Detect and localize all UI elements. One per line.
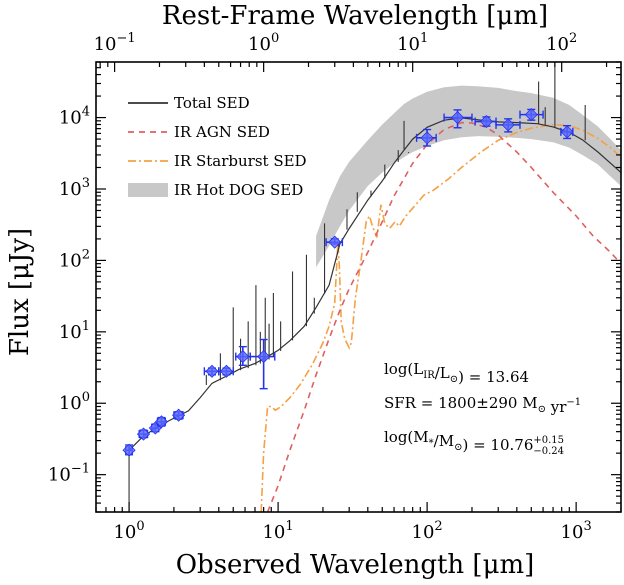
- annotation-0: log(LIR/L⊙) = 13.64: [384, 360, 529, 386]
- y-tick-label-0: 10−1: [48, 462, 90, 486]
- diamond-marker: [257, 350, 271, 364]
- legend-label: IR Hot DOG SED: [174, 181, 303, 199]
- hot-dog-band-layer: [316, 85, 621, 268]
- photometry-point-1: [136, 427, 151, 441]
- diamond-marker: [205, 364, 219, 378]
- diamond-marker: [172, 408, 186, 422]
- diamond-marker: [122, 443, 136, 457]
- y-tick-label-4: 103: [59, 176, 90, 200]
- diamond-marker: [479, 114, 493, 129]
- diamond-marker: [236, 350, 250, 364]
- x2-tick-label-0: 10−1: [94, 31, 136, 55]
- legend-label: IR AGN SED: [174, 123, 270, 141]
- legend-item-ir-agn-sed: IR AGN SED: [128, 123, 270, 141]
- diamond-marker: [501, 118, 515, 132]
- legend-swatch: [128, 183, 168, 197]
- x-tick-label-0: 100: [113, 519, 144, 543]
- diamond-marker: [524, 108, 538, 122]
- annotations: log(LIR/L⊙) = 13.64 SFR = 1800±290 M⊙ yr−…: [384, 360, 581, 457]
- photometry-point-8: [249, 338, 276, 390]
- legend: Total SED IR AGN SED IR Starburst SED IR Ho…: [128, 94, 307, 199]
- x-axis-title: Observed Wavelength [μm]: [176, 550, 535, 580]
- legend-item-ir-starburst-sed: IR Starburst SED: [128, 152, 307, 170]
- photometry-point-15: [560, 124, 574, 140]
- y-tick-label-1: 100: [59, 390, 90, 414]
- y-tick-label-3: 102: [59, 247, 90, 271]
- x-tick-label-2: 102: [412, 519, 443, 543]
- photometry-point-0: [122, 443, 136, 457]
- legend-label: IR Starburst SED: [174, 152, 307, 170]
- photometry-point-13: [495, 118, 521, 133]
- legend-label: Total SED: [174, 94, 250, 112]
- photometry-point-10: [415, 128, 437, 147]
- x2-tick-label-2: 101: [397, 31, 428, 55]
- photometry-point-14: [519, 108, 544, 122]
- diamond-marker: [328, 235, 342, 249]
- x-tick-label-1: 101: [262, 519, 293, 543]
- diamond-marker: [219, 364, 233, 378]
- photometry-point-4: [172, 408, 186, 422]
- y-tick-label-2: 101: [59, 319, 90, 343]
- total-sed-line: [128, 117, 621, 451]
- sed-lines-layer: [128, 62, 621, 512]
- ir-agn-sed-line: [266, 121, 621, 512]
- photometry-point-5: [203, 364, 220, 378]
- hot-dog-sed-band: [316, 85, 621, 268]
- y-tick-label-5: 104: [59, 105, 90, 129]
- diamond-marker: [154, 415, 169, 429]
- x2-tick-label-1: 100: [248, 31, 279, 55]
- photometry-point-7: [235, 345, 251, 366]
- legend-item-total-sed: Total SED: [128, 94, 250, 112]
- photometry-points-layer: [122, 108, 574, 457]
- x2-axis-title: Rest-Frame Wavelength [μm]: [162, 1, 548, 31]
- ir-starburst-sed-line: [260, 123, 621, 512]
- axis-ticks-layer: 100 101 102 103 10−1 100 101 102 10−1 100 101 102 10…: [48, 31, 622, 543]
- diamond-marker: [560, 125, 574, 139]
- plot-frame: [95, 61, 622, 513]
- diamond-marker: [136, 427, 151, 441]
- x-tick-label-3: 103: [561, 519, 592, 543]
- diamond-marker: [420, 131, 434, 145]
- x2-tick-label-3: 102: [546, 31, 577, 55]
- photometry-point-12: [474, 114, 497, 129]
- legend-item-ir-hot-dog-sed: IR Hot DOG SED: [128, 181, 303, 199]
- annotation-1: SFR = 1800±290 M⊙ yr−1: [384, 394, 581, 416]
- y-axis-title: Flux [μJy]: [5, 228, 35, 356]
- photometry-point-3: [154, 415, 169, 429]
- photometry-point-9: [325, 235, 344, 249]
- photometry-point-11: [443, 109, 473, 129]
- photometry-point-6: [218, 364, 234, 378]
- annotation-2: log(M*/M⊙) = 10.76+0.15 −0.24: [384, 428, 564, 457]
- diamond-marker: [450, 111, 465, 125]
